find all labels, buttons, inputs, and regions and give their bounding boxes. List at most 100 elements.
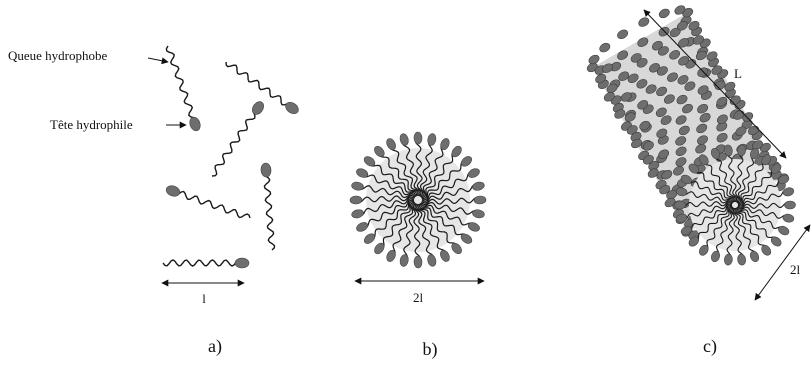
surfactant-molecule	[419, 203, 480, 232]
hydrophilic-head	[638, 17, 650, 27]
hydrophobic-tail	[737, 159, 767, 205]
hydrophobic-tail	[418, 203, 468, 239]
tail-label-pointer	[147, 57, 169, 65]
surfactant-molecule	[737, 187, 795, 208]
hydrophilic-head	[440, 249, 450, 262]
hydrophilic-head	[374, 145, 385, 158]
surfactant-molecule	[399, 202, 417, 267]
hydrophilic-head	[351, 209, 364, 219]
hydrophilic-head	[688, 163, 700, 174]
hydrophilic-head	[618, 71, 630, 81]
hydrophilic-head	[374, 242, 385, 255]
cylinder-length-arrow	[643, 9, 787, 159]
hydrophobic-tail	[420, 197, 481, 206]
surfactant-molecule	[731, 207, 746, 266]
hydrophobic-tail	[357, 185, 416, 199]
hydrophilic-head	[451, 145, 462, 158]
cylinder-length-label: L	[734, 66, 742, 81]
hydrophilic-head	[724, 253, 733, 266]
head-label: Tête hydrophile	[50, 117, 133, 132]
surfactant-molecule	[724, 206, 735, 266]
hydrophilic-head	[617, 50, 629, 60]
hydrophilic-head	[602, 63, 614, 73]
surfactant-molecule	[363, 156, 418, 197]
hydrophilic-head	[778, 174, 790, 185]
hydrophilic-head	[771, 163, 782, 174]
hydrophilic-head	[399, 254, 409, 267]
cylinder-diameter-label: 2l	[790, 262, 801, 277]
hydrophilic-head	[472, 209, 485, 219]
surfactant-molecule	[737, 163, 782, 206]
hydrophobic-tail	[737, 202, 791, 210]
surfactant-molecule	[418, 203, 473, 244]
hydrophobic-tail	[361, 172, 417, 197]
hydrophobic-tail	[703, 205, 733, 251]
hydrophilic-head	[595, 73, 607, 84]
panel-b-spherical-micelle: 2l b)	[349, 131, 487, 360]
surfactant-molecule	[351, 181, 416, 199]
hydrophobic-tail	[681, 191, 734, 204]
hydrophilic-head	[647, 168, 659, 178]
hydrophobic-tail	[379, 200, 415, 250]
hydrophilic-head	[251, 101, 265, 115]
hydrophobic-tail	[714, 153, 738, 203]
hydrophobic-tail	[726, 206, 735, 261]
spherical-micelle-core	[366, 148, 470, 252]
hydrophobic-tail	[417, 203, 458, 249]
surfactant-molecule	[421, 145, 462, 200]
surfactant-molecule	[421, 138, 450, 199]
surfactant-molecule	[420, 201, 485, 219]
surfactant-molecule	[698, 205, 733, 256]
hydrophilic-head	[386, 138, 396, 151]
surfactant-molecule	[412, 202, 423, 269]
hydrophilic-head	[688, 236, 699, 247]
hydrophobic-tail	[702, 159, 736, 203]
hydrophilic-head	[675, 213, 688, 223]
hydrophilic-head	[467, 168, 480, 178]
hydrophilic-head	[749, 250, 760, 263]
hydrophobic-tail	[732, 207, 756, 257]
hydrophobic-tail	[735, 149, 744, 204]
hydrophilic-head	[778, 225, 790, 236]
hydrophilic-head	[363, 156, 376, 167]
hydrophilic-head	[680, 225, 692, 236]
hydrophobic-tail	[737, 178, 784, 207]
hydrophilic-head	[761, 244, 772, 256]
surfactant-molecule	[737, 200, 796, 210]
hydrophobic-tail	[693, 204, 733, 243]
hydrophobic-tail	[369, 199, 415, 240]
hydrophobic-tail	[416, 203, 447, 257]
hydrophilic-head	[680, 174, 692, 185]
hydrophilic-head	[624, 112, 636, 122]
surfactant-molecule	[363, 199, 415, 244]
hydrophobic-tail	[685, 179, 735, 203]
surfactant-molecule	[675, 202, 733, 223]
surfactant-molecule	[225, 61, 299, 115]
hydrophilic-head	[586, 62, 598, 73]
surfactant-molecule	[711, 206, 733, 263]
hydrophobic-tail	[681, 202, 733, 221]
hydrophobic-tail	[421, 184, 479, 204]
surfactant-molecule	[420, 195, 487, 206]
hydrophobic-tail	[355, 194, 416, 203]
surfactant-molecule	[417, 203, 462, 255]
hydrophobic-tail	[419, 139, 433, 198]
hydrophobic-tail	[402, 139, 422, 197]
surfactant-molecule	[680, 174, 735, 203]
surfactant-molecule	[688, 204, 733, 247]
surfactant-molecule	[674, 200, 733, 210]
hydrophilic-head	[234, 257, 250, 269]
hydrophobic-tail	[731, 207, 744, 260]
hydrophilic-head	[620, 92, 632, 102]
surfactant-molecule	[736, 206, 795, 223]
hydrophilic-head	[260, 162, 272, 178]
surfactant-molecules	[162, 45, 299, 269]
hydrophobic-tail	[172, 190, 251, 219]
hydrophilic-head	[711, 250, 720, 263]
hydrophobic-tail	[715, 206, 733, 257]
hydrophilic-head	[467, 222, 480, 232]
hydrophobic-tail	[403, 202, 417, 261]
hydrophilic-head	[356, 168, 369, 178]
hydrophilic-head	[165, 185, 181, 197]
